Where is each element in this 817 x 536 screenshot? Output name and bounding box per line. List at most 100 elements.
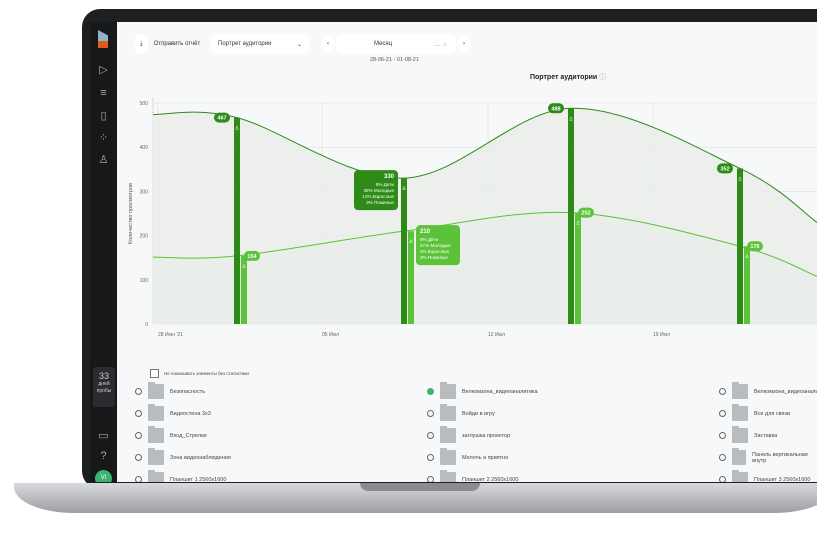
list-item[interactable]: Войди в игру: [427, 404, 495, 421]
bar: [568, 108, 574, 324]
radio-button[interactable]: [135, 432, 142, 439]
filter-icon[interactable]: ≡: [100, 87, 107, 99]
bar: [744, 246, 750, 324]
folder-icon: [440, 448, 456, 465]
folder-icon: [440, 470, 456, 482]
prev-button[interactable]: ‹: [322, 34, 334, 54]
user-icon[interactable]: ♙: [98, 154, 109, 166]
download-icon[interactable]: ⤓: [135, 34, 148, 54]
folder-icon: [732, 382, 748, 399]
data-label: 176: [750, 244, 759, 250]
item-label: Видеостена 3x3: [170, 410, 211, 417]
bar-person-icon: ♙: [738, 176, 742, 182]
folder-icon: [148, 404, 164, 421]
list-item[interactable]: Планшет 2 2560x1600: [427, 470, 518, 482]
chevron-down-icon: ⌄: [296, 41, 302, 48]
radio-button[interactable]: [135, 410, 142, 417]
y-tick-label: 100: [140, 278, 149, 284]
list-item[interactable]: Зона видеонаблюдения: [135, 448, 231, 465]
bar-person-icon: ♙: [402, 186, 406, 192]
radio-button[interactable]: [719, 410, 726, 417]
hide-empty-label: Не показывать элементы без статистики: [164, 371, 249, 376]
data-label-bubble: [717, 163, 733, 174]
tooltip-line: 12% Взрослые: [362, 194, 394, 199]
y-tick-label: 500: [140, 101, 149, 107]
list-item[interactable]: Планшет 3 2560x1600: [719, 470, 811, 483]
help-icon[interactable]: ?: [100, 450, 107, 462]
trial-badge[interactable]: 33 дней пробы: [93, 367, 115, 407]
list-item[interactable]: Все для связи: [719, 404, 790, 421]
item-label: Безопасность: [170, 388, 206, 395]
chart-title: Портрет аудитории ⓘ: [530, 72, 606, 82]
list-item[interactable]: заглушка проектор: [427, 426, 510, 443]
radio-button[interactable]: [427, 388, 434, 395]
data-label: 154: [247, 254, 257, 260]
bar-person-icon: ♙: [235, 126, 239, 132]
item-label: Войди в игру: [462, 410, 495, 417]
folder-icon: [148, 382, 164, 399]
list-item[interactable]: Вход_Стрелки: [135, 426, 207, 443]
report-select-value: Портрет аудитории: [218, 41, 272, 47]
tooltip-line: 9% Дети: [420, 237, 439, 242]
list-item[interactable]: Мелочь а приятно: [427, 448, 508, 465]
list-item[interactable]: Безопасность: [135, 382, 206, 399]
radio-button[interactable]: [719, 454, 726, 461]
send-report[interactable]: ⤓ Отправить отчёт: [135, 34, 200, 54]
audience-chart: 0 100 200 300 400 500 28 Июн '21 05 Июл 12 Июл 19…: [128, 98, 817, 338]
data-label: 352: [720, 166, 729, 172]
x-tick-label: 28 Июн '21: [158, 332, 183, 338]
list-item[interactable]: Панель вертикальная внутр: [719, 448, 817, 465]
report-select[interactable]: Портрет аудитории ⌄: [210, 34, 310, 54]
zoom-controls[interactable]: — ＋: [434, 42, 448, 49]
play-icon[interactable]: ▷: [99, 64, 108, 76]
radio-button[interactable]: [719, 476, 726, 482]
folder-icon: [148, 470, 164, 482]
data-label-bubble: [244, 250, 260, 261]
loader-icon[interactable]: ⁘: [98, 132, 109, 144]
item-label: Заставка: [754, 432, 778, 439]
bar: [737, 168, 743, 324]
radio-button[interactable]: [719, 388, 726, 395]
bar-person-icon: ♙: [242, 264, 246, 270]
list-item[interactable]: Велкомзона_видеоаналитика: [719, 382, 817, 399]
send-report-label: Отправить отчёт: [153, 41, 201, 47]
laptop-notch: [360, 483, 480, 491]
bar: [575, 212, 581, 324]
folder-icon: [732, 470, 748, 482]
radio-button[interactable]: [427, 476, 434, 482]
radio-button[interactable]: [135, 454, 142, 461]
radio-button[interactable]: [719, 432, 726, 439]
tooltip-line: 8% Дети: [376, 182, 395, 187]
folder-icon: [731, 448, 747, 465]
logo: [98, 30, 108, 48]
bar: [401, 178, 407, 324]
list-item[interactable]: Планшет 1 2560x1600: [135, 470, 226, 482]
list-item[interactable]: Велкомзона_видеоаналитика: [427, 382, 538, 399]
radio-button[interactable]: [427, 410, 434, 417]
folder-icon: [440, 382, 456, 399]
next-button[interactable]: ›: [458, 34, 470, 54]
list-item[interactable]: Видеостена 3x3: [135, 404, 211, 421]
tooltip-value: 330: [384, 174, 395, 180]
y-tick-label: 400: [140, 145, 149, 151]
radio-button[interactable]: [427, 454, 434, 461]
folder-icon: [732, 426, 748, 443]
bar-person-icon: ♙: [409, 239, 413, 245]
info-icon[interactable]: ⓘ: [599, 74, 607, 81]
item-label: Планшет 3 2560x1600: [754, 476, 811, 483]
file-icon[interactable]: ▯: [100, 110, 107, 122]
radio-button[interactable]: [135, 388, 142, 395]
radio-button[interactable]: [427, 432, 434, 439]
checkbox[interactable]: [150, 369, 159, 378]
monitor-icon[interactable]: ▭: [98, 430, 109, 442]
bar: [234, 117, 240, 324]
hide-empty-checkbox[interactable]: Не показывать элементы без статистики: [150, 369, 249, 378]
folder-icon: [148, 426, 164, 443]
data-label: 488: [551, 106, 560, 112]
avatar[interactable]: VI: [95, 470, 112, 482]
y-tick-label: 200: [140, 234, 149, 240]
period-select[interactable]: Месяц — ＋: [336, 34, 456, 54]
radio-button[interactable]: [135, 476, 142, 482]
list-item[interactable]: Заставка: [719, 426, 778, 443]
